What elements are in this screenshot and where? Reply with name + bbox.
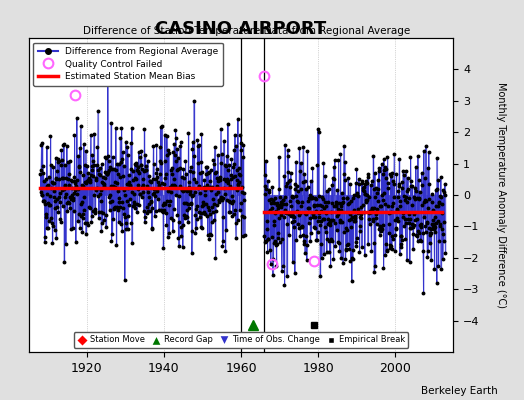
Title: CASINO AIRPORT: CASINO AIRPORT	[156, 20, 326, 38]
Legend: Station Move, Record Gap, Time of Obs. Change, Empirical Break: Station Move, Record Gap, Time of Obs. C…	[74, 332, 408, 348]
Y-axis label: Monthly Temperature Anomaly Difference (°C): Monthly Temperature Anomaly Difference (…	[496, 82, 506, 308]
Text: Difference of Station Temperature Data from Regional Average: Difference of Station Temperature Data f…	[83, 26, 410, 36]
Text: Berkeley Earth: Berkeley Earth	[421, 386, 498, 396]
